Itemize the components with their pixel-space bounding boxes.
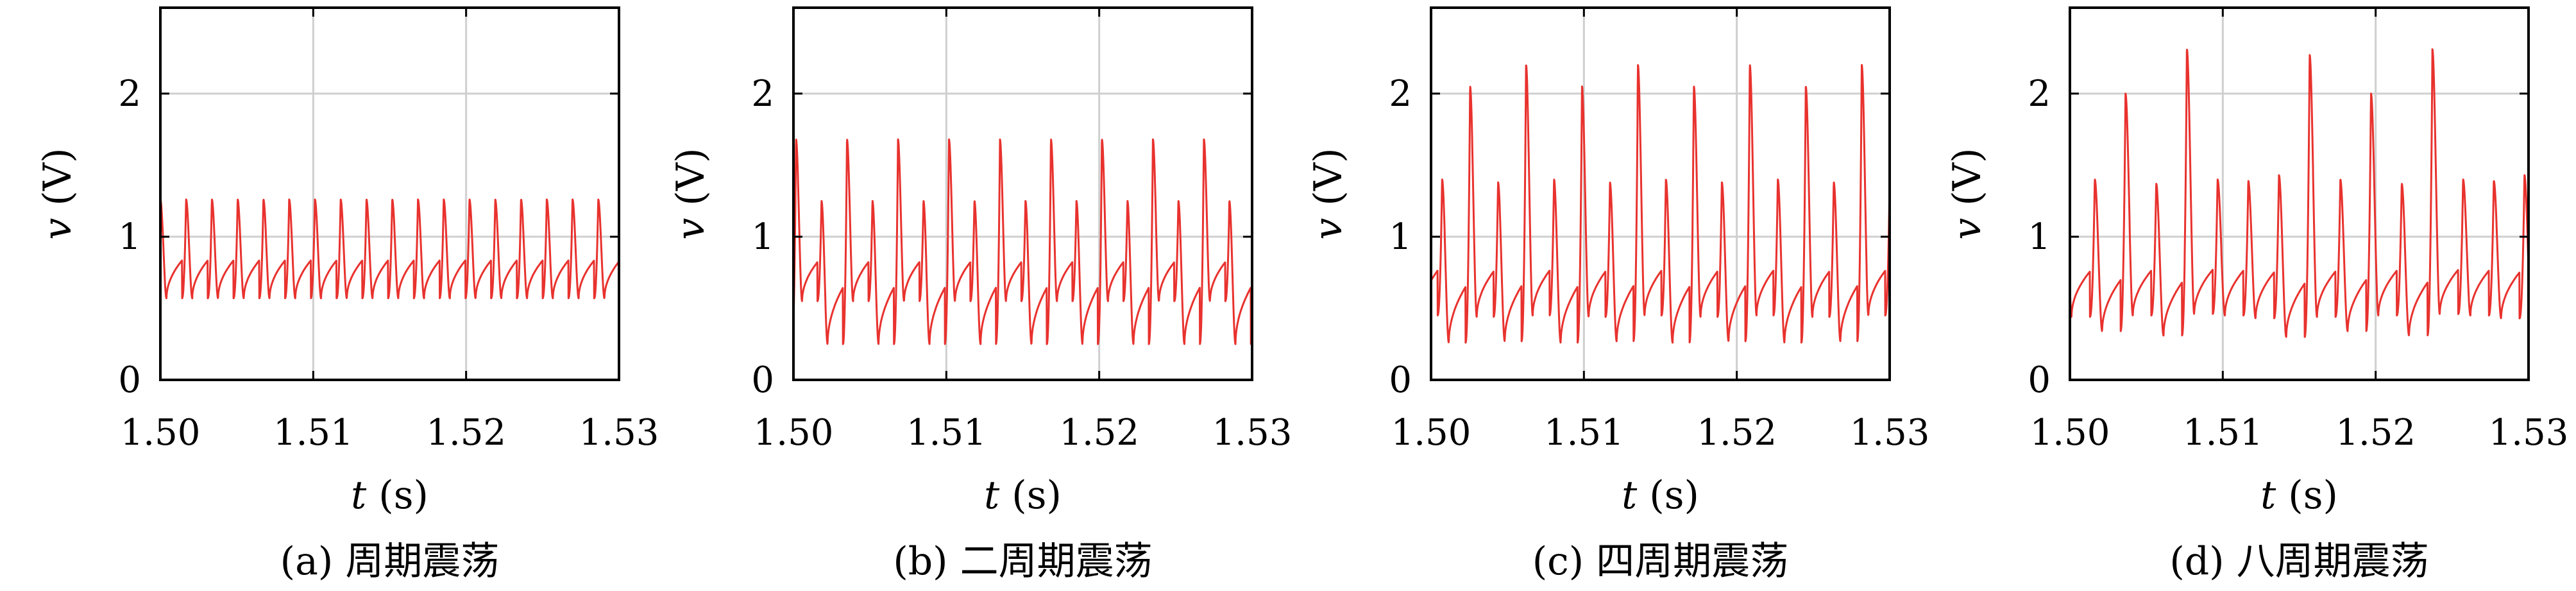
x-tick-label: 1.51: [1544, 412, 1624, 454]
x-tick-label: 1.51: [2183, 412, 2263, 454]
panel-caption: (b) 二周期震荡: [893, 539, 1152, 584]
y-tick-label: 2: [2028, 73, 2051, 115]
y-axis-symbol: v: [1945, 218, 1990, 240]
panel-a: 1.50 1.51 1.52 1.53 0 1 2 t (s) v (V) (a) 周期震荡: [35, 6, 659, 584]
x-axis-label: t (s): [351, 473, 428, 518]
plot-frame: [792, 6, 1253, 381]
y-tick-label: 0: [1389, 359, 1412, 401]
panel-d: 1.50 1.51 1.52 1.53 0 1 2 t (s) v (V) (d) 八周期震荡: [1945, 6, 2569, 584]
y-tick-label: 1: [1389, 216, 1412, 258]
x-axis-symbol: t: [351, 473, 367, 518]
x-axis-symbol: t: [984, 473, 1000, 518]
x-tick-label: 1.50: [121, 412, 201, 454]
x-axis-unit: (s): [366, 473, 428, 518]
y-axis-symbol: v: [35, 218, 80, 240]
x-axis-symbol: t: [2260, 473, 2276, 518]
y-tick-label: 2: [751, 73, 774, 115]
x-tick-label: 1.53: [1850, 412, 1930, 454]
series-line-0: [2069, 48, 2530, 338]
panel-c: 1.50 1.51 1.52 1.53 0 1 2 t (s) v (V) (c) 四周期震荡: [1306, 6, 1930, 584]
series-line-0: [792, 138, 1253, 345]
x-axis-label: t (s): [2260, 473, 2338, 518]
y-tick-label: 0: [118, 359, 141, 401]
x-axis-label: t (s): [984, 473, 1062, 518]
y-tick-label: 1: [2028, 216, 2051, 258]
y-axis-unit: (V): [1306, 148, 1351, 218]
y-axis-unit: (V): [668, 148, 713, 218]
y-axis-symbol: v: [668, 218, 713, 240]
panel-caption: (a) 周期震荡: [280, 539, 500, 584]
y-tick-label: 2: [118, 73, 141, 115]
panel-caption: (c) 四周期震荡: [1532, 539, 1789, 584]
x-axis-symbol: t: [1622, 473, 1638, 518]
x-tick-label: 1.52: [2335, 412, 2416, 454]
x-tick-label: 1.53: [1212, 412, 1292, 454]
x-axis-unit: (s): [999, 473, 1062, 518]
y-tick-label: 2: [1389, 73, 1412, 115]
series-line-0: [1430, 64, 1891, 344]
x-tick-label: 1.52: [426, 412, 506, 454]
x-tick-label: 1.53: [579, 412, 659, 454]
y-tick-label: 0: [751, 359, 774, 401]
y-axis-unit: (V): [35, 148, 80, 218]
plot-frame: [1430, 6, 1891, 381]
y-axis-symbol: v: [1306, 218, 1351, 240]
y-axis-label: v (V): [1945, 148, 1990, 239]
x-tick-label: 1.50: [1391, 412, 1471, 454]
x-tick-label: 1.51: [906, 412, 987, 454]
y-axis-unit: (V): [1945, 148, 1990, 218]
y-axis-label: v (V): [35, 148, 80, 239]
x-tick-label: 1.52: [1697, 412, 1777, 454]
series-line-0: [159, 198, 620, 300]
x-axis-unit: (s): [2276, 473, 2338, 518]
y-tick-label: 1: [751, 216, 774, 258]
x-axis-unit: (s): [1637, 473, 1699, 518]
y-tick-label: 0: [2028, 359, 2051, 401]
x-tick-label: 1.51: [273, 412, 353, 454]
x-tick-label: 1.50: [754, 412, 834, 454]
plot-frame: [2069, 6, 2530, 381]
y-tick-label: 1: [118, 216, 141, 258]
panel-caption: (d) 八周期震荡: [2169, 539, 2428, 584]
panel-b: 1.50 1.51 1.52 1.53 0 1 2 t (s) v (V) (b) 二周期震荡: [668, 6, 1292, 584]
y-axis-label: v (V): [1306, 148, 1351, 239]
x-tick-label: 1.50: [2030, 412, 2110, 454]
plot-frame: [159, 6, 620, 381]
y-axis-label: v (V): [668, 148, 713, 239]
x-axis-label: t (s): [1622, 473, 1699, 518]
x-tick-label: 1.52: [1059, 412, 1139, 454]
x-tick-label: 1.53: [2489, 412, 2569, 454]
